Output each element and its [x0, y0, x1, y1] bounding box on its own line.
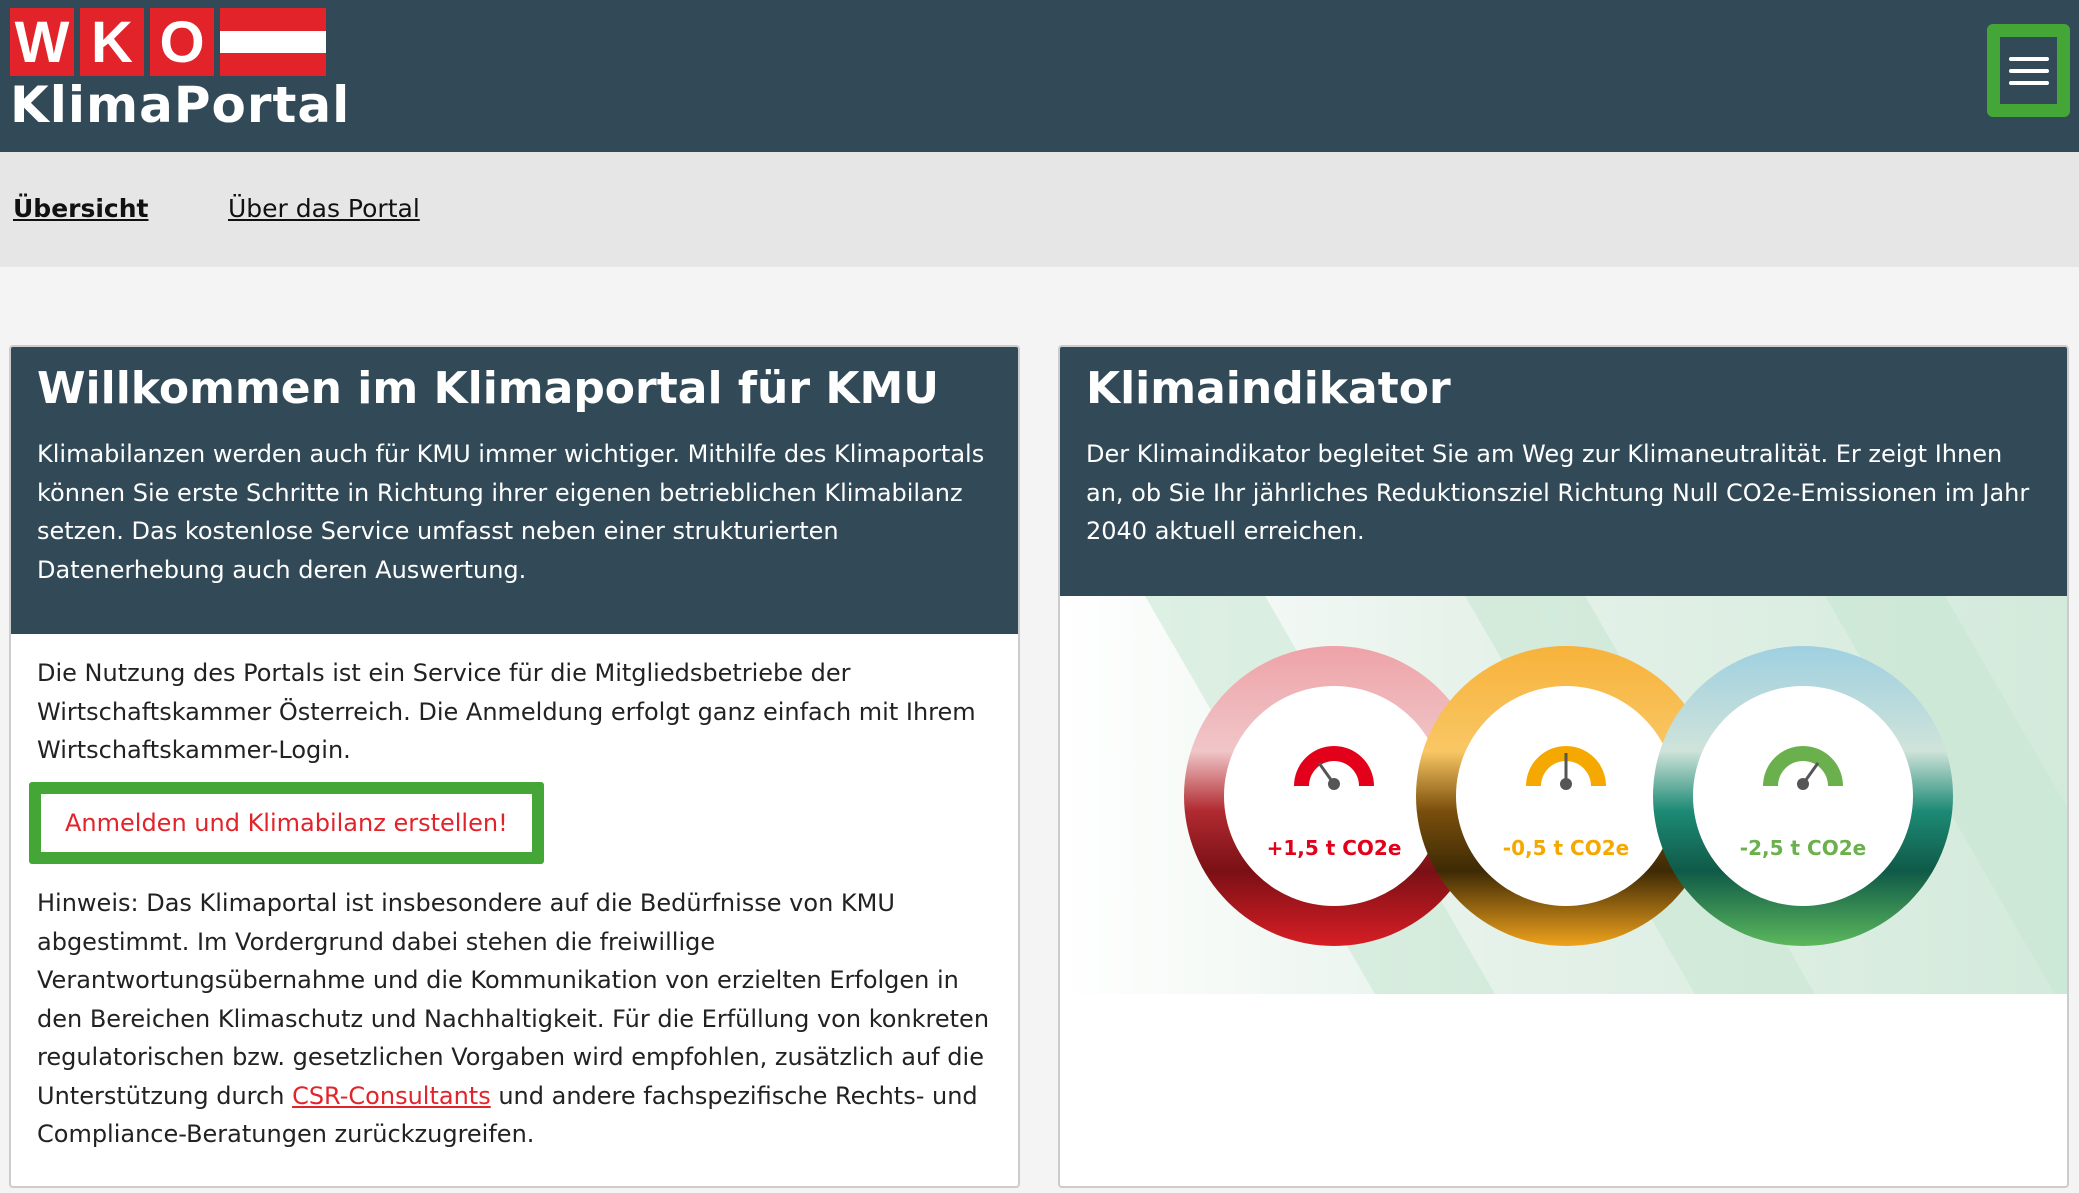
- login-button[interactable]: Anmelden und Klimabilanz erstellen!: [41, 793, 532, 852]
- gauge-value: -0,5 t CO2e: [1502, 836, 1630, 860]
- klimaindikator-card: Klimaindikator Der Klimaindikator beglei…: [1058, 345, 2069, 1188]
- hint-text-part: Hinweis: Das Klimaportal ist insbesonder…: [37, 889, 990, 1110]
- main-nav: Übersicht Über das Portal: [0, 152, 2079, 267]
- hint-text-part: und andere fachspezifische Rechts- und C…: [37, 1081, 978, 1149]
- gauge-icon: [1763, 746, 1843, 790]
- logo-letter: O: [150, 8, 214, 76]
- logo-letter: W: [10, 8, 74, 76]
- welcome-title: Willkommen im Klimaportal für KMU: [37, 363, 939, 414]
- header: W K O KlimaPortal: [0, 0, 2079, 152]
- hint-text: Hinweis: Das Klimaportal ist insbesonder…: [37, 884, 992, 1154]
- usage-text: Die Nutzung des Portals ist ein Service …: [37, 659, 976, 764]
- logo-text: KlimaPortal: [10, 76, 351, 134]
- gauge-green: -2,5 t CO2e: [1653, 646, 1953, 946]
- austria-flag-icon: [220, 8, 326, 76]
- wko-klimaportal-logo[interactable]: W K O KlimaPortal: [10, 8, 350, 134]
- gauge-icon: [1526, 746, 1606, 790]
- csr-consultants-link[interactable]: CSR-Consultants: [292, 1081, 491, 1110]
- gauge-orange: -0,5 t CO2e: [1416, 646, 1716, 946]
- welcome-intro: Klimabilanzen werden auch für KMU immer …: [37, 440, 985, 584]
- klimaindikator-illustration: +1,5 t CO2e -0,5 t CO2e -2,5 t CO2e: [1060, 596, 2067, 994]
- gauge-icon: [1294, 746, 1374, 790]
- wko-logo: W K O: [10, 8, 350, 76]
- indicator-title: Klimaindikator: [1086, 363, 1451, 414]
- hamburger-icon: [2008, 56, 2049, 61]
- gauge-value: -2,5 t CO2e: [1739, 836, 1867, 860]
- hamburger-menu-button[interactable]: [1987, 24, 2070, 117]
- indicator-intro: Der Klimaindikator begleitet Sie am Weg …: [1086, 440, 2030, 545]
- nav-uebersicht[interactable]: Übersicht: [13, 194, 149, 223]
- hamburger-icon: [2008, 80, 2049, 85]
- nav-ueber-das-portal[interactable]: Über das Portal: [228, 194, 420, 223]
- welcome-card: Willkommen im Klimaportal für KMU Klimab…: [9, 345, 1020, 1188]
- logo-letter: K: [80, 8, 144, 76]
- gauge-value: +1,5 t CO2e: [1266, 836, 1402, 860]
- hamburger-icon: [2008, 68, 2049, 73]
